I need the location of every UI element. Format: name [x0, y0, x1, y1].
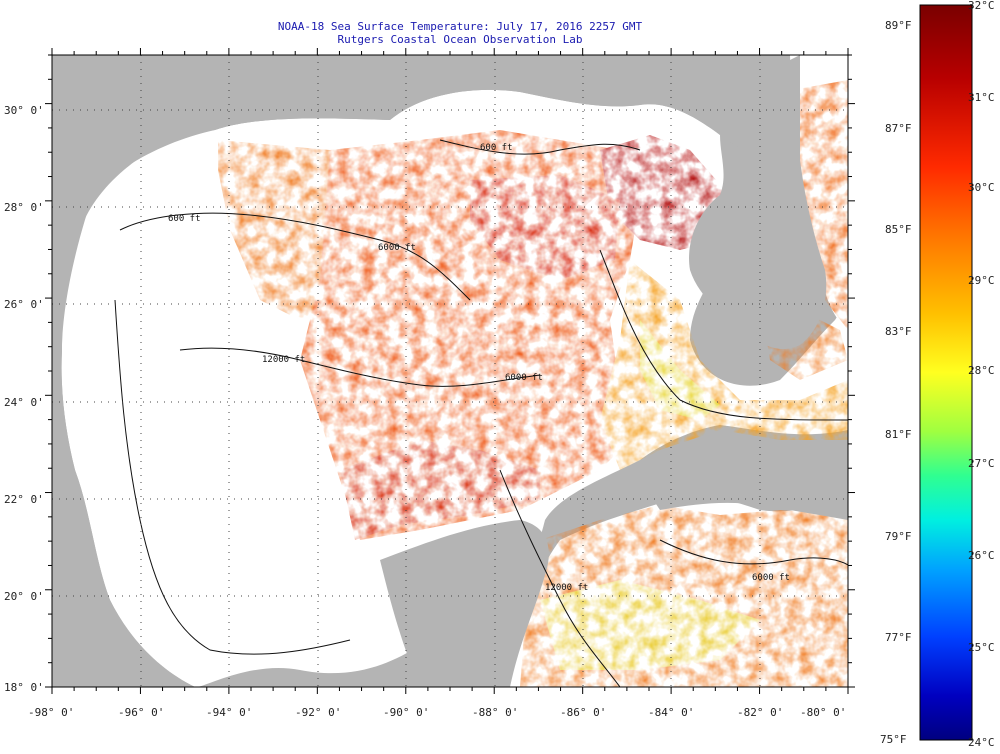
- legend-celsius-labels: 32°C 31°C 30°C 29°C 28°C 27°C 26°C 25°C …: [968, 0, 995, 749]
- legend-fahrenheit-label: 85°F: [885, 223, 912, 236]
- lon-tick-label: -82° 0': [737, 706, 783, 719]
- contour-label: 600 ft: [168, 214, 201, 224]
- sst-patch-atlantic: [792, 80, 848, 330]
- mexico-land: [52, 55, 215, 687]
- lat-tick-label: 18° 0': [4, 681, 44, 694]
- legend-fahrenheit-label: 77°F: [885, 631, 912, 644]
- contour-label: 12000 ft: [262, 355, 305, 365]
- lon-tick-label: -94° 0': [206, 706, 252, 719]
- bathymetry-contours: [114, 139, 848, 687]
- legend-celsius-label: 27°C: [968, 457, 995, 470]
- contour-caribbean: [659, 539, 848, 566]
- legend-fahrenheit-label: 81°F: [885, 428, 912, 441]
- sst-patch-red-south: [340, 440, 540, 540]
- contour-ne-shelf: [439, 139, 641, 155]
- lon-tick-label: -86° 0': [560, 706, 606, 719]
- contour-12000ft: [179, 347, 541, 387]
- lon-tick-label: -98° 0': [28, 706, 74, 719]
- sst-patch-caribbean-yellow: [540, 580, 760, 670]
- contour-600ft: [119, 212, 471, 301]
- contour-label: 6000 ft: [378, 243, 416, 253]
- legend-fahrenheit-label: 75°F: [880, 733, 907, 746]
- legend-celsius-label: 24°C: [968, 736, 995, 749]
- contour-label: 600 ft: [480, 143, 513, 153]
- legend-celsius-label: 25°C: [968, 641, 995, 654]
- lon-tick-label: -92° 0': [295, 706, 341, 719]
- sst-patch-yellow: [640, 320, 720, 420]
- sst-patch-hot-ne: [600, 135, 725, 250]
- us-gulf-coast-land: [215, 55, 790, 152]
- sst-map: 600 ft 12000 ft 6000 ft 600 ft 6000 ft 1…: [4, 48, 855, 719]
- lat-tick-label: 30° 0': [4, 104, 44, 117]
- lon-tick-label: -90° 0': [383, 706, 429, 719]
- contour-yucatan: [499, 469, 621, 687]
- sst-patch-red-center: [470, 175, 620, 280]
- legend-celsius-label: 26°C: [968, 549, 995, 562]
- contour-label-group: 600 ft 12000 ft 6000 ft 600 ft 6000 ft 1…: [168, 143, 790, 593]
- contour-label: 6000 ft: [505, 373, 543, 383]
- sst-patch-shelf: [600, 260, 848, 470]
- lat-tick-label: 22° 0': [4, 493, 44, 506]
- contour-label: 12000 ft: [545, 583, 588, 593]
- graticule: [52, 55, 848, 687]
- legend-celsius-label: 30°C: [968, 181, 995, 194]
- lon-tick-label: -96° 0': [118, 706, 164, 719]
- lat-labels: 18° 0' 20° 0' 22° 0' 24° 0' 26° 0' 28° 0…: [4, 104, 44, 694]
- legend-celsius-label: 28°C: [968, 364, 995, 377]
- lon-labels: -98° 0' -96° 0' -94° 0' -92° 0' -90° 0' …: [28, 706, 846, 719]
- lat-tick-label: 20° 0': [4, 590, 44, 603]
- chart-subtitle: Rutgers Coastal Ocean Observation Lab: [337, 33, 583, 46]
- lat-tick-label: 26° 0': [4, 298, 44, 311]
- cuba-land: [650, 465, 848, 520]
- legend-colorbar: [919, 4, 973, 741]
- lat-tick-label: 28° 0': [4, 201, 44, 214]
- lon-tick-label: -88° 0': [472, 706, 518, 719]
- legend-fahrenheit-label: 79°F: [885, 530, 912, 543]
- florida-land: [689, 55, 827, 350]
- yucatan-land: [380, 520, 549, 687]
- legend-celsius-label: 32°C: [968, 0, 995, 12]
- legend-celsius-label: 31°C: [968, 91, 995, 104]
- legend-fahrenheit-labels: 89°F 87°F 85°F 83°F 81°F 79°F 77°F 75°F: [880, 19, 912, 746]
- lon-tick-label: -84° 0': [648, 706, 694, 719]
- contour-label: 6000 ft: [752, 573, 790, 583]
- tick-marks: [45, 48, 855, 694]
- legend-fahrenheit-label: 89°F: [885, 19, 912, 32]
- lat-tick-label: 24° 0': [4, 396, 44, 409]
- legend-celsius-label: 29°C: [968, 274, 995, 287]
- legend-fahrenheit-label: 87°F: [885, 122, 912, 135]
- lon-tick-label: -80° 0': [800, 706, 846, 719]
- legend-fahrenheit-label: 83°F: [885, 325, 912, 338]
- color-legend: 32°C 31°C 30°C 29°C 28°C 27°C 26°C 25°C …: [880, 0, 995, 749]
- chart-title: NOAA-18 Sea Surface Temperature: July 17…: [277, 20, 643, 33]
- contour-shelf-east: [599, 249, 848, 421]
